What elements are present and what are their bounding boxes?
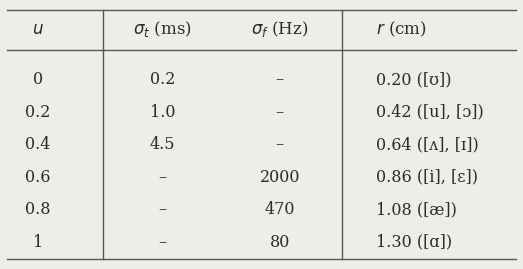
Text: 4.5: 4.5: [150, 136, 175, 153]
Text: –: –: [158, 234, 167, 251]
Text: –: –: [276, 71, 284, 88]
Text: 0.2: 0.2: [150, 71, 175, 88]
Text: –: –: [276, 136, 284, 153]
Text: 0.6: 0.6: [25, 169, 51, 186]
Text: 1.0: 1.0: [150, 104, 175, 121]
Text: $r$ (cm): $r$ (cm): [376, 20, 427, 39]
Text: 0.64 ([ʌ], [ɪ]): 0.64 ([ʌ], [ɪ]): [376, 136, 479, 153]
Text: 0.2: 0.2: [25, 104, 51, 121]
Text: 0.86 ([i], [ɛ]): 0.86 ([i], [ɛ]): [376, 169, 478, 186]
Text: 0.42 ([u], [ɔ]): 0.42 ([u], [ɔ]): [376, 104, 484, 121]
Text: –: –: [158, 169, 167, 186]
Text: 0: 0: [33, 71, 43, 88]
Text: 1.30 ([ɑ]): 1.30 ([ɑ]): [376, 234, 452, 251]
Text: 470: 470: [265, 201, 295, 218]
Text: 0.20 ([ʊ]): 0.20 ([ʊ]): [376, 71, 451, 88]
Text: $\sigma_f$ (Hz): $\sigma_f$ (Hz): [251, 19, 309, 39]
Text: 2000: 2000: [259, 169, 300, 186]
Text: 1.08 ([æ]): 1.08 ([æ]): [376, 201, 457, 218]
Text: 80: 80: [269, 234, 290, 251]
Text: –: –: [158, 201, 167, 218]
Text: 1: 1: [32, 234, 43, 251]
Text: $\sigma_t$ (ms): $\sigma_t$ (ms): [133, 19, 192, 39]
Text: 0.4: 0.4: [25, 136, 51, 153]
Text: $u$: $u$: [32, 21, 44, 38]
Text: 0.8: 0.8: [25, 201, 51, 218]
Text: –: –: [276, 104, 284, 121]
